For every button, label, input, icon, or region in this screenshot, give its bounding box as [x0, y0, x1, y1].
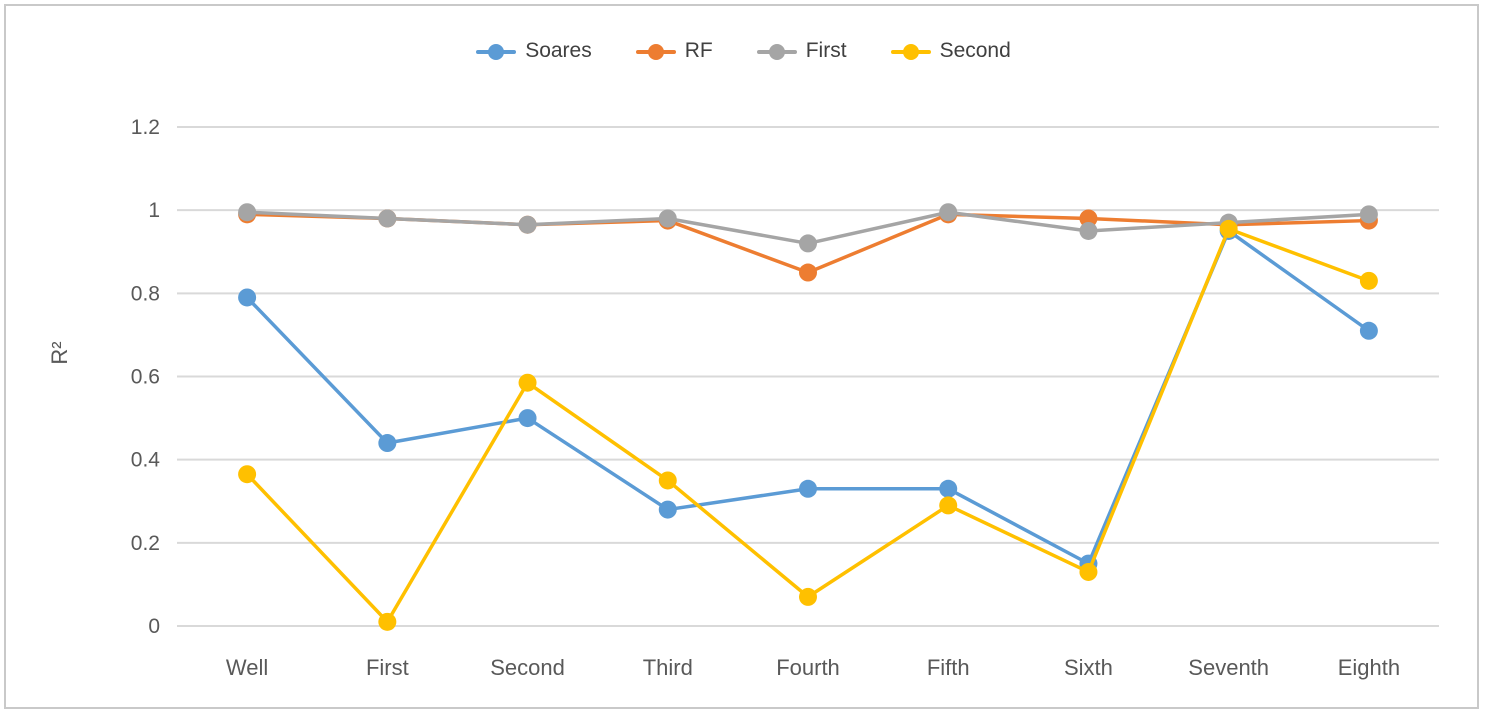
data-point-soares-well: [238, 288, 257, 307]
data-point-second-fourth: [799, 587, 817, 606]
data-point-rf-fourth: [799, 263, 817, 282]
y-axis-title: R²: [47, 341, 72, 365]
x-category-label: Second: [490, 655, 565, 680]
data-point-first-first: [378, 209, 397, 228]
y-tick-label: 1.2: [131, 116, 160, 139]
data-point-soares-fourth: [799, 479, 817, 498]
data-point-first-fifth: [939, 203, 958, 222]
chart-outer-frame: [4, 4, 1479, 709]
data-point-rf-sixth: [1079, 209, 1098, 228]
data-point-second-sixth: [1079, 562, 1098, 581]
y-tick-label: 0.4: [131, 449, 161, 472]
data-point-first-third: [658, 209, 677, 228]
x-category-label: First: [366, 655, 409, 680]
data-point-first-eighth: [1359, 205, 1378, 224]
y-tick-label: 0.6: [131, 366, 160, 389]
x-category-label: Eighth: [1338, 655, 1400, 680]
data-point-second-third: [658, 471, 677, 490]
x-category-label: Fifth: [927, 655, 970, 680]
series-line-second: [245, 227, 1370, 624]
x-category-label: Seventh: [1188, 655, 1269, 680]
data-point-soares-third: [658, 500, 677, 519]
y-tick-label: 0: [148, 615, 160, 638]
y-tick-label: 0.2: [131, 532, 160, 555]
y-tick-label: 0.8: [131, 282, 160, 305]
data-point-first-second: [518, 215, 537, 234]
x-category-label: Fourth: [776, 655, 840, 680]
x-category-label: Sixth: [1064, 655, 1113, 680]
data-point-soares-first: [378, 434, 397, 453]
data-point-second-fifth: [939, 496, 958, 515]
x-category-label: Well: [226, 655, 268, 680]
data-point-second-eighth: [1359, 271, 1378, 290]
data-point-first-well: [238, 203, 257, 222]
data-point-soares-second: [518, 409, 537, 428]
data-point-first-sixth: [1079, 221, 1098, 240]
x-category-label: Third: [643, 655, 693, 680]
data-point-second-first: [378, 612, 397, 631]
data-point-soares-fifth: [939, 479, 958, 498]
data-point-second-well: [238, 465, 257, 484]
data-point-second-seventh: [1219, 219, 1238, 238]
data-point-second-second: [518, 373, 537, 392]
data-point-soares-eighth: [1359, 321, 1378, 340]
y-tick-label: 1: [148, 199, 160, 222]
data-point-first-fourth: [799, 234, 817, 253]
